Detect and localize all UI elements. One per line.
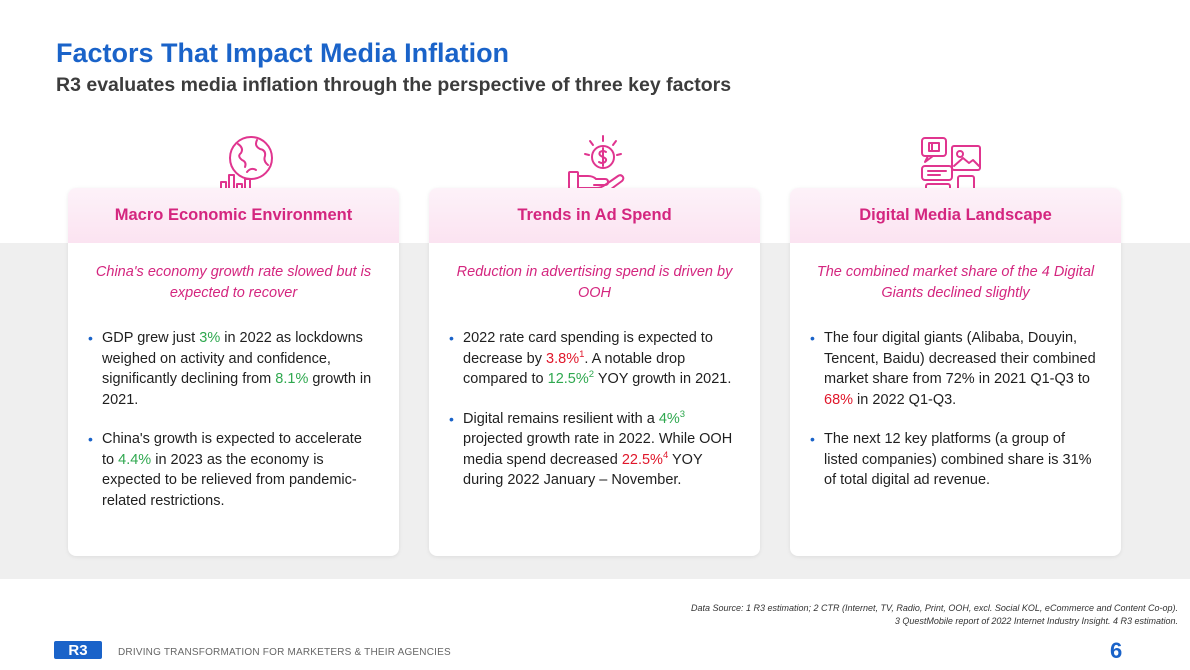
bullet-item: Digital remains resilient with a 4%3 pro…: [449, 409, 738, 491]
footnote-ref: 2: [588, 369, 595, 380]
highlight-value: 4.4%: [118, 451, 152, 468]
card-lead: China's economy growth rate slowed but i…: [95, 264, 372, 301]
card-title: Macro Economic Environment: [68, 188, 399, 243]
bullet-item: The four digital giants (Alibaba, Douyin…: [810, 328, 1099, 410]
card-title: Trends in Ad Spend: [429, 188, 760, 243]
bullet-text: China's growth is expected to accelerate…: [102, 431, 362, 468]
page-number: 6: [1110, 638, 1123, 663]
bullet-list: GDP grew just 3% in 2022 as lockdowns we…: [88, 328, 377, 511]
footer-tagline: DRIVING TRANSFORMATION FOR MARKETERS & T…: [118, 647, 451, 658]
bullet-text: projected growth rate in 2022. While OOH…: [463, 431, 733, 468]
bullet-text: GDP grew just: [102, 330, 200, 346]
bullet-item: The next 12 key platforms (a group of li…: [810, 429, 1099, 491]
bullet-text: The four digital giants (Alibaba, Douyin…: [824, 330, 1096, 387]
bullet-item: China's growth is expected to accelerate…: [88, 429, 377, 511]
page-title: Factors That Impact Media Inflation: [56, 38, 510, 68]
footnote-line: Data Source: 1 R3 estimation; 2 CTR (Int…: [690, 603, 1178, 613]
bullet-text: 2022 rate card spending is expected to d…: [463, 330, 713, 367]
bullet-item: 2022 rate card spending is expected to d…: [449, 328, 738, 390]
footnote-ref: 4: [662, 449, 669, 461]
bullet-text: in 2022 Q1-Q3.: [853, 391, 957, 408]
card-ad-spend: Trends in Ad Spend Reduction in advertis…: [429, 188, 760, 556]
footnote-line: 3 QuestMobile report of 2022 Internet In…: [894, 615, 1178, 626]
card-lead: Reduction in advertising spend is driven…: [456, 264, 733, 301]
bullet-item: GDP grew just 3% in 2022 as lockdowns we…: [88, 328, 377, 410]
highlight-value: 12.5%: [547, 371, 589, 387]
page-subtitle: R3 evaluates media inflation through the…: [56, 74, 732, 96]
highlight-value: 22.5%: [621, 451, 663, 468]
bullet-text: in 2022 as lockdowns weighed on activity…: [102, 330, 363, 387]
card-lead: The combined market share of the 4 Digit…: [816, 264, 1095, 301]
highlight-value: 3%: [199, 330, 221, 346]
r3-logo: R3: [54, 641, 102, 659]
card-digital-media: Digital Media Landscape The combined mar…: [790, 188, 1121, 556]
footnote-ref: 3: [679, 408, 686, 420]
bullet-text: . A notable drop compared to: [463, 350, 686, 388]
bullet-list: 2022 rate card spending is expected to d…: [449, 328, 738, 491]
highlight-value: 4%: [658, 410, 680, 427]
data-source-footnote: Data Source: 1 R3 estimation; 2 CTR (Int…: [691, 602, 1178, 627]
card-title: Digital Media Landscape: [790, 188, 1121, 243]
highlight-value: 68%: [824, 391, 854, 408]
logo-text: R3: [68, 642, 87, 659]
card-macro-economic: Macro Economic Environment China's econo…: [68, 188, 399, 556]
footnote-ref: 1: [579, 348, 585, 360]
bullet-text: in 2023 as the economy is expected to be…: [102, 451, 357, 509]
bullet-text: growth in 2021.: [102, 371, 372, 408]
highlight-value: 3.8%: [546, 350, 580, 367]
bullet-text: Digital remains resilient with a: [463, 410, 659, 427]
bullet-text: YOY during 2022 January – November.: [463, 451, 703, 489]
highlight-value: 8.1%: [275, 371, 309, 387]
bullet-list: The four digital giants (Alibaba, Douyin…: [810, 328, 1099, 491]
bullet-text: The next 12 key platforms (a group of li…: [824, 431, 1092, 488]
bullet-text: YOY growth in 2021.: [594, 371, 732, 387]
